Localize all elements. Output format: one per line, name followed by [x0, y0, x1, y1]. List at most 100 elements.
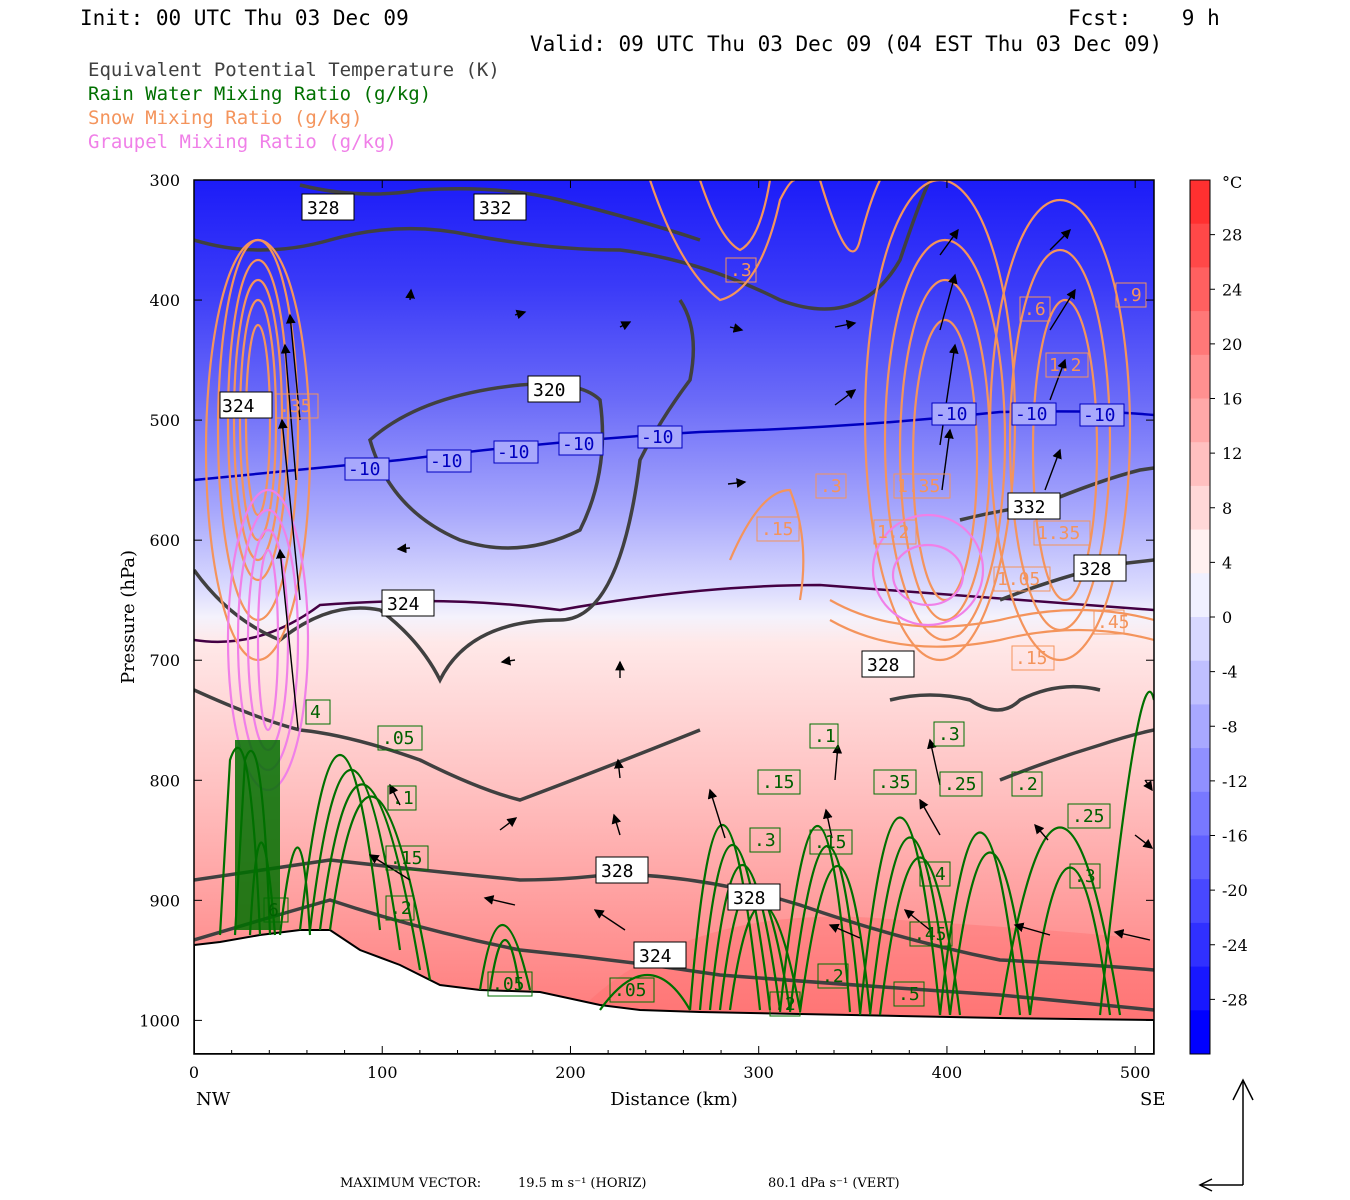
- colorbar-label: 4: [1222, 553, 1232, 572]
- rain-labels: .05 .1 .15 .2 .05 .05 .1 .15 .3 .15 .35 …: [263, 699, 1111, 1017]
- x-axis-label: Distance (km): [610, 1089, 737, 1110]
- contour-labels: 328 332 320 324 328 328 324 332 328 328 …: [219, 193, 1147, 1017]
- svg-text:.05: .05: [382, 728, 415, 749]
- svg-text:-10: -10: [935, 404, 968, 425]
- theta-e-label: 320: [527, 375, 581, 403]
- colorbar: 28 24 20 16 12 8 4 0 -4 -8 -12 -16 -20 -24 -28: [1189, 179, 1248, 1055]
- forecast-hour: Fcst: 9 h: [1068, 6, 1220, 30]
- svg-text:.6: .6: [1024, 299, 1046, 320]
- y-tick-label: 400: [149, 291, 180, 310]
- legend-snow: Snow Mixing Ratio (g/kg): [88, 107, 363, 129]
- svg-text:.3: .3: [938, 724, 960, 745]
- snow-labels: .3 .6 .9 1.2 .3 1.35 .15 1.2 1.35 1.05 .…: [275, 257, 1147, 671]
- colorbar-swatch: [1190, 617, 1210, 662]
- svg-text:.3: .3: [820, 476, 842, 497]
- plot-field: 328 332 320 324 328 328 324 332 328 328 …: [194, 180, 1154, 1054]
- max-vector-label: MAXIMUM VECTOR:: [340, 1176, 482, 1191]
- svg-text:.2: .2: [390, 898, 412, 919]
- svg-text:1.35: 1.35: [1037, 523, 1080, 544]
- y-tick-label: 1000: [139, 1011, 180, 1030]
- theta-e-contours: [194, 180, 1154, 1012]
- svg-text:.1: .1: [392, 788, 414, 809]
- theta-e-label: 332: [473, 193, 527, 221]
- x-tick-label: 200: [555, 1063, 586, 1082]
- theta-e-label: 328: [301, 193, 355, 221]
- max-vector-vert: 80.1 dPa s⁻¹ (VERT): [768, 1176, 900, 1191]
- y-tick-label: 300: [149, 171, 180, 190]
- svg-text:324: 324: [222, 396, 255, 417]
- svg-text:.45: .45: [1097, 612, 1130, 633]
- x-tick-label: 300: [743, 1063, 774, 1082]
- svg-text:.25: .25: [1072, 806, 1105, 827]
- theta-e-label: 324: [381, 589, 435, 617]
- reference-vector: [1198, 1078, 1254, 1192]
- colorbar-swatch: [1190, 791, 1210, 836]
- theta-e-label: 328: [595, 856, 649, 884]
- y-tick-label: 900: [149, 891, 180, 910]
- init-time: Init: 00 UTC Thu 03 Dec 09: [80, 6, 409, 30]
- svg-text:.15: .15: [761, 519, 794, 540]
- svg-text:1.2: 1.2: [877, 522, 910, 543]
- svg-text:328: 328: [733, 888, 766, 909]
- colorbar-label: -20: [1222, 881, 1248, 900]
- colorbar-label: 8: [1222, 499, 1232, 518]
- svg-text:.1: .1: [814, 726, 836, 747]
- x-tick-label: 100: [367, 1063, 398, 1082]
- colorbar-swatch: [1190, 485, 1210, 531]
- colorbar-label: -12: [1222, 772, 1248, 791]
- theta-e-label: 328: [861, 650, 915, 678]
- x-axis: 0 100 200 300 400 500: [189, 180, 1151, 1082]
- svg-text:328: 328: [307, 198, 340, 219]
- colorbar-swatch: [1190, 180, 1210, 225]
- svg-text:.15: .15: [1015, 648, 1048, 669]
- colorbar-label: -28: [1222, 990, 1248, 1009]
- plot-frame: [193, 179, 1155, 1055]
- svg-text:-10: -10: [562, 434, 595, 455]
- svg-text:328: 328: [867, 655, 900, 676]
- valid-time: Valid: 09 UTC Thu 03 Dec 09 (04 EST Thu …: [530, 32, 1163, 56]
- x-tick-label: 0: [189, 1063, 199, 1082]
- legend-theta-e: Equivalent Potential Temperature (K): [88, 59, 500, 81]
- colorbar-swatch: [1190, 922, 1210, 968]
- svg-text:-10: -10: [641, 427, 674, 448]
- svg-text:.3: .3: [754, 830, 776, 851]
- svg-text:.25: .25: [944, 774, 977, 795]
- theta-e-label: 324: [633, 941, 687, 969]
- svg-text:.15: .15: [814, 832, 847, 853]
- svg-text:.2: .2: [822, 966, 844, 987]
- colorbar-swatch: [1190, 835, 1210, 880]
- isotherm-labels: -10 -10 -10 -10 -10 -10 -10 -10: [344, 402, 1125, 481]
- colorbar-swatch: [1190, 354, 1210, 399]
- freezing-line: [194, 583, 1154, 644]
- max-vector-horiz: 19.5 m s⁻¹ (HORIZ): [518, 1176, 647, 1191]
- colorbar-swatch: [1190, 966, 1210, 1011]
- legend-rain: Rain Water Mixing Ratio (g/kg): [88, 83, 432, 105]
- svg-text:-10: -10: [1015, 404, 1048, 425]
- colorbar-label: -16: [1222, 827, 1248, 846]
- y-tick-label: 800: [149, 771, 180, 790]
- theta-e-label: 324: [219, 391, 273, 419]
- colorbar-swatch: [1190, 660, 1210, 705]
- colorbar-label: -24: [1222, 936, 1248, 955]
- svg-text:332: 332: [1013, 497, 1046, 518]
- colorbar-label: 24: [1222, 280, 1242, 299]
- colorbar-label: -4: [1222, 663, 1238, 682]
- svg-text:.5: .5: [898, 984, 920, 1005]
- legend-graupel: Graupel Mixing Ratio (g/kg): [88, 131, 397, 153]
- svg-text:1.35: 1.35: [897, 476, 940, 497]
- colorbar-swatch: [1190, 748, 1210, 793]
- svg-text:6: 6: [268, 900, 279, 921]
- svg-text:.4: .4: [924, 864, 946, 885]
- colorbar-unit: °C: [1222, 173, 1242, 192]
- svg-text:328: 328: [601, 861, 634, 882]
- nw-label: NW: [196, 1089, 231, 1110]
- svg-text:.35: .35: [878, 772, 911, 793]
- x-tick-label: 400: [932, 1063, 963, 1082]
- colorbar-label: 28: [1222, 226, 1242, 245]
- svg-text:.3: .3: [730, 260, 752, 281]
- terrain: [194, 929, 1154, 1054]
- snow-contours: [204, 180, 1154, 662]
- svg-text:.15: .15: [762, 772, 795, 793]
- x-tick-label: 500: [1120, 1063, 1151, 1082]
